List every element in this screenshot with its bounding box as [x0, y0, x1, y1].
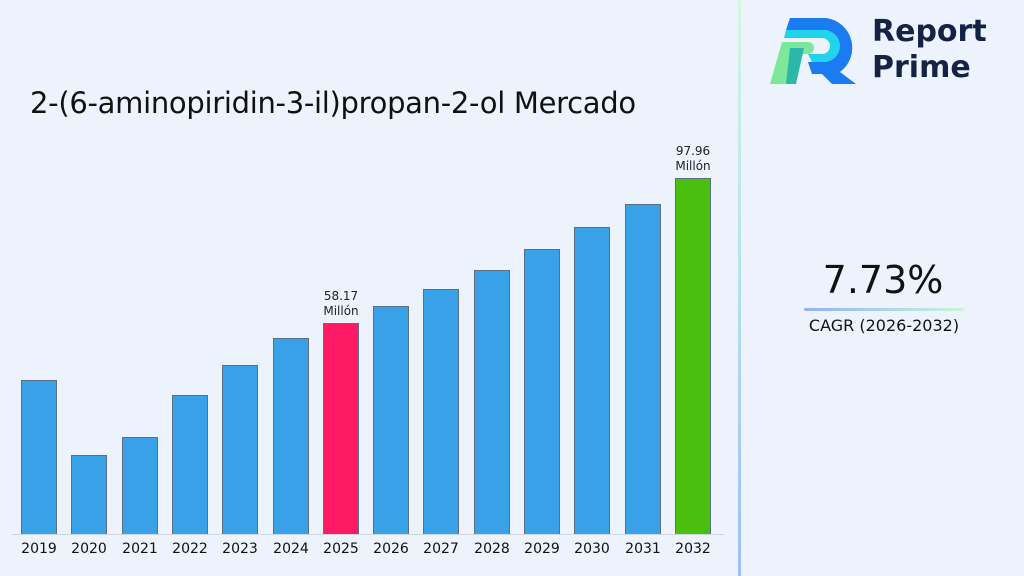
cagr-value: 7.73% [822, 258, 944, 302]
x-tick-label: 2026 [373, 541, 409, 557]
bar-2023 [222, 365, 258, 534]
chart-area: 2-(6-aminopiridin-3-il)propan-2-ol Merca… [12, 86, 724, 557]
bar-plot: 2019 2020 2021 2022 2023 2024 2025 58.17 Millón 2… [12, 144, 724, 557]
brand-name-line1: Report [872, 14, 987, 49]
bar-2031 [625, 204, 661, 534]
report-prime-logo-icon [770, 18, 856, 84]
cagr-label: CAGR (2026-2032) [808, 316, 960, 335]
bar-2022 [172, 395, 208, 534]
x-tick-label: 2021 [122, 541, 158, 557]
bar-2025 [323, 323, 359, 534]
bar-2028 [474, 270, 510, 534]
vertical-divider [738, 0, 741, 576]
bar-2029 [524, 249, 560, 534]
x-tick-label: 2029 [524, 541, 560, 557]
bar-2030 [574, 227, 610, 534]
bar-2032 [675, 178, 711, 534]
bar-2020 [71, 455, 107, 534]
x-tick-label: 2024 [273, 541, 309, 557]
x-tick-label: 2020 [71, 541, 107, 557]
brand-name: Report Prime [872, 14, 987, 86]
cagr-underline [804, 308, 964, 311]
bar-value-label: 58.17 Millón [323, 289, 359, 318]
x-tick-label: 2027 [423, 541, 459, 557]
bar-2024 [273, 338, 309, 534]
x-tick-label: 2025 [323, 541, 359, 557]
x-tick-label: 2028 [474, 541, 510, 557]
bar-value-label: 97.96 Millón [675, 144, 711, 173]
x-tick-label: 2032 [675, 541, 711, 557]
x-tick-label: 2023 [222, 541, 258, 557]
x-axis-baseline [12, 534, 724, 535]
chart-title: 2-(6-aminopiridin-3-il)propan-2-ol Merca… [30, 86, 636, 120]
bar-2026 [373, 306, 409, 534]
x-tick-label: 2031 [625, 541, 661, 557]
brand-name-line2: Prime [872, 50, 971, 85]
x-tick-label: 2030 [574, 541, 610, 557]
bar-2027 [423, 289, 459, 534]
x-tick-label: 2019 [21, 541, 57, 557]
bar-2019 [21, 380, 57, 534]
x-tick-label: 2022 [172, 541, 208, 557]
bar-2021 [122, 437, 158, 534]
report-prime-logo: Report Prime [768, 14, 1008, 90]
